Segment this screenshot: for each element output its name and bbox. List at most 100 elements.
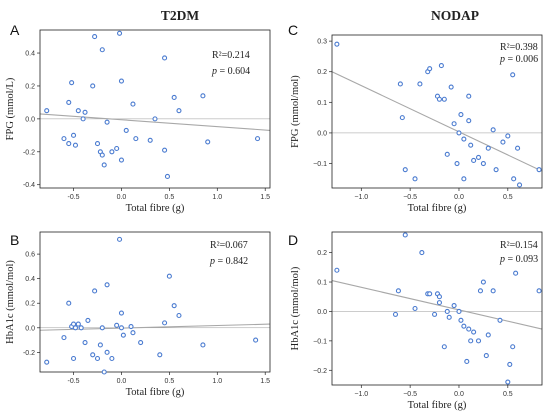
- group-title-right: NODAP: [431, 8, 479, 23]
- data-point: [436, 294, 442, 300]
- p-value-annotation: p = 0.093: [499, 254, 538, 265]
- data-point: [90, 352, 96, 358]
- p-value-text: = 0.006: [505, 54, 538, 65]
- data-point: [456, 308, 462, 314]
- data-point: [441, 344, 447, 350]
- data-point: [80, 116, 86, 122]
- x-tick-label: 0.5: [503, 194, 513, 201]
- x-tick-label: -0.5: [68, 194, 80, 201]
- panel-label: B: [10, 232, 19, 248]
- y-tick-label: 0.2: [317, 250, 327, 257]
- data-point: [152, 116, 158, 122]
- data-point: [109, 149, 115, 155]
- y-tick-label: 0.2: [25, 83, 35, 90]
- data-point: [82, 339, 88, 346]
- data-point: [101, 369, 107, 375]
- data-point: [451, 303, 457, 309]
- data-point: [441, 96, 447, 102]
- data-point: [461, 323, 467, 329]
- data-point: [66, 99, 72, 105]
- data-point: [427, 291, 433, 297]
- data-point: [427, 66, 433, 72]
- x-tick-label: 0.0: [117, 194, 127, 201]
- data-point: [485, 145, 491, 151]
- x-tick-label: 0.0: [454, 194, 464, 201]
- data-point: [97, 342, 103, 348]
- data-point: [402, 167, 408, 173]
- data-point: [123, 127, 129, 133]
- data-point: [536, 167, 542, 173]
- data-point: [497, 317, 503, 323]
- data-point: [116, 30, 123, 36]
- y-tick-label: 0.4: [25, 276, 35, 283]
- p-value-annotation: p = 0.842: [209, 256, 248, 267]
- chart-panel-b: B -0.5 0.0 0.5 1.0 1.5 -0.2 0.0 0.2 0.4 0.6 Total f…: [5, 231, 271, 398]
- data-point: [510, 344, 516, 350]
- data-point: [412, 305, 418, 312]
- data-point: [461, 136, 467, 142]
- plot-frame: [39, 29, 271, 189]
- p-symbol: p: [499, 54, 505, 65]
- data-point: [72, 142, 79, 148]
- data-point: [104, 119, 110, 125]
- data-point: [397, 81, 403, 87]
- data-point: [70, 355, 77, 362]
- y-tick-label: -0.4: [23, 182, 35, 189]
- y-tick-label: −0.1: [313, 338, 327, 345]
- data-point: [444, 308, 450, 314]
- data-point: [114, 145, 120, 152]
- panel-label: C: [288, 22, 298, 38]
- regression-line: [331, 71, 543, 172]
- data-point: [171, 94, 177, 101]
- y-tick-label: 0.2: [25, 301, 35, 308]
- y-tick-label: 0.3: [317, 39, 327, 46]
- data-point: [94, 141, 101, 147]
- r-squared-annotation: R²=0.214: [212, 50, 250, 61]
- data-point: [130, 101, 136, 107]
- data-point: [480, 279, 486, 285]
- p-symbol: p: [499, 254, 505, 265]
- data-point: [94, 355, 101, 362]
- y-axis-label: FPG (mmol/mol): [290, 75, 301, 148]
- data-point: [510, 72, 516, 78]
- y-tick-label: 0.1: [317, 100, 327, 107]
- data-point: [162, 147, 168, 153]
- data-point: [475, 154, 482, 160]
- data-point: [66, 300, 72, 306]
- p-symbol: p: [211, 66, 217, 77]
- regression-line: [39, 113, 271, 131]
- plot-frame: [39, 231, 271, 373]
- data-point: [419, 250, 425, 256]
- data-point: [82, 109, 88, 115]
- data-point: [493, 167, 499, 173]
- data-point: [417, 81, 423, 87]
- x-tick-label: −1.0: [354, 194, 368, 201]
- data-point: [395, 288, 401, 294]
- x-tick-label: −0.5: [403, 194, 417, 201]
- x-axis-label: Total fibre (g): [408, 203, 467, 214]
- panel-label: D: [288, 232, 298, 248]
- panels-container: A -0.5 0.0 0.5 1.0 1.5 -0.4 -0.2 0.0 0.2 0.4 Total …: [5, 22, 543, 411]
- plot-frame: [331, 34, 543, 189]
- y-tick-label: 0.4: [25, 51, 35, 58]
- data-point: [505, 379, 511, 385]
- data-point: [480, 160, 486, 167]
- data-point: [334, 41, 340, 47]
- data-point: [44, 108, 50, 114]
- data-point: [69, 80, 75, 86]
- data-point: [92, 34, 98, 40]
- data-point: [436, 96, 442, 102]
- x-axis-label: Total fibre (g): [126, 203, 185, 214]
- data-point: [454, 160, 460, 167]
- data-point: [147, 137, 153, 143]
- data-point: [66, 141, 72, 147]
- data-point: [446, 314, 452, 320]
- data-point: [436, 300, 442, 306]
- data-point: [61, 136, 67, 142]
- data-point: [109, 355, 115, 362]
- data-point: [500, 139, 506, 145]
- data-point: [118, 157, 125, 163]
- data-point: [471, 157, 477, 164]
- chart-panel-c: C −1.0 −0.5 0.0 0.5 −0.1 0.0 0.1 0.2 0.3 Total fib…: [288, 22, 543, 214]
